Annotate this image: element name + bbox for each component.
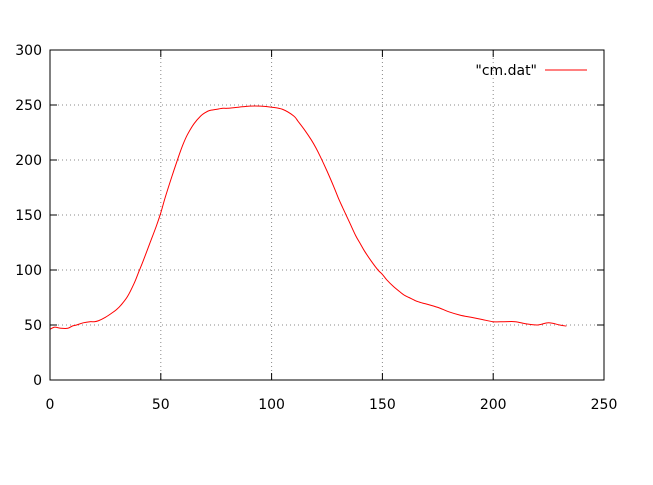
x-tick-label: 150 bbox=[369, 397, 396, 413]
y-tick-label: 100 bbox=[15, 263, 42, 279]
y-tick-label: 250 bbox=[15, 98, 42, 114]
x-tick-label: 0 bbox=[46, 397, 55, 413]
y-tick-label: 50 bbox=[24, 318, 42, 334]
legend: "cm.dat" bbox=[475, 63, 587, 79]
x-tick-label: 250 bbox=[591, 397, 618, 413]
y-tick-label: 200 bbox=[15, 153, 42, 169]
plot-frame bbox=[49, 49, 605, 381]
x-tick-label: 100 bbox=[258, 397, 285, 413]
y-tick-label: 0 bbox=[33, 373, 42, 389]
x-tick-label: 200 bbox=[480, 397, 507, 413]
series-line bbox=[49, 105, 567, 330]
grid-layer bbox=[50, 50, 604, 380]
legend-label: "cm.dat" bbox=[475, 63, 537, 79]
y-tick-label: 150 bbox=[15, 208, 42, 224]
x-tick-label: 50 bbox=[152, 397, 170, 413]
series-layer bbox=[49, 105, 567, 330]
y-tick-label: 300 bbox=[15, 43, 42, 59]
ticks-layer: 0 50 100 150 200 250 0 50 100 150 200 250 300 bbox=[15, 43, 617, 413]
